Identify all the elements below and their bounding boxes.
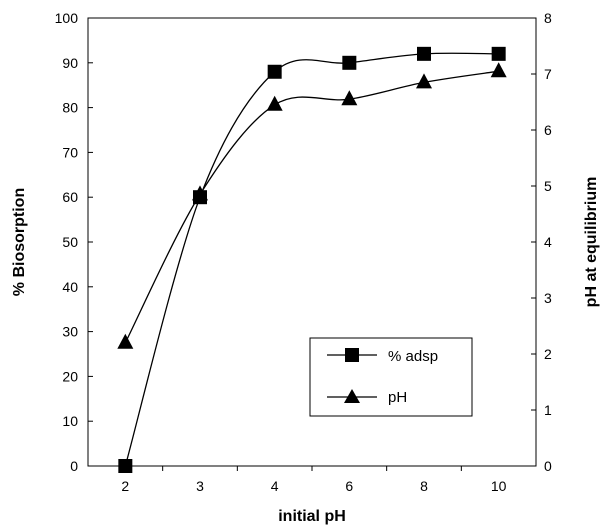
x-axis-ticks: 2 3 4 6 8 10	[121, 466, 507, 494]
y2-tick-label: 4	[544, 234, 552, 250]
data-point-adsp	[491, 46, 506, 61]
series-layer	[117, 46, 507, 473]
y2-tick-label: 2	[544, 346, 552, 362]
data-point-adsp	[342, 55, 357, 70]
x-tick-label: 3	[196, 478, 204, 494]
y2-tick-label: 5	[544, 178, 552, 194]
data-point-ph	[416, 73, 432, 89]
y-tick-label: 20	[62, 368, 78, 384]
data-point-adsp	[118, 459, 133, 473]
y-tick-label: 40	[62, 279, 78, 295]
left-axis-ticks: 0 10 20 30 40 50 60 70 80 90 100	[55, 10, 93, 474]
legend-box	[309, 337, 473, 417]
x-tick-label: 8	[420, 478, 428, 494]
legend-label-ph: pH	[388, 389, 407, 406]
x-tick-label: 10	[491, 478, 507, 494]
data-point-ph	[341, 90, 358, 106]
legend: % adsp pH	[309, 337, 473, 417]
legend-marker-ph	[344, 389, 360, 403]
y2-tick-label: 7	[544, 66, 552, 82]
y-tick-label: 100	[55, 10, 79, 26]
y2-axis-title: pH at equilibrium	[583, 177, 600, 308]
data-point-adsp	[417, 46, 431, 61]
x-tick-label: 6	[345, 478, 353, 494]
data-point-ph	[117, 333, 134, 349]
legend-label-adsp: % adsp	[388, 348, 438, 365]
x-axis-title: initial pH	[278, 508, 346, 525]
data-point-ph	[266, 95, 283, 111]
x-tick-label: 4	[271, 478, 279, 494]
y-tick-label: 70	[62, 144, 78, 160]
data-point-adsp	[267, 64, 282, 79]
data-point-ph	[192, 185, 208, 201]
y-tick-label: 0	[70, 458, 78, 474]
x-tick-label: 2	[121, 478, 129, 494]
y-tick-label: 10	[62, 413, 78, 429]
y-tick-label: 50	[62, 234, 78, 250]
y-tick-label: 80	[62, 100, 78, 116]
y-tick-label: 90	[62, 55, 78, 71]
legend-marker-adsp	[345, 348, 359, 362]
y2-tick-label: 0	[544, 458, 552, 474]
y2-tick-label: 1	[544, 402, 552, 418]
y2-tick-label: 8	[544, 10, 552, 26]
y-axis-title: % Biosorption	[11, 188, 28, 296]
y2-tick-label: 3	[544, 290, 552, 306]
data-point-ph	[490, 62, 507, 78]
y-tick-label: 30	[62, 324, 78, 340]
right-axis-ticks: 0 1 2 3 4 5 6 7 8	[531, 10, 552, 474]
y-tick-label: 60	[62, 189, 78, 205]
y2-tick-label: 6	[544, 122, 552, 138]
